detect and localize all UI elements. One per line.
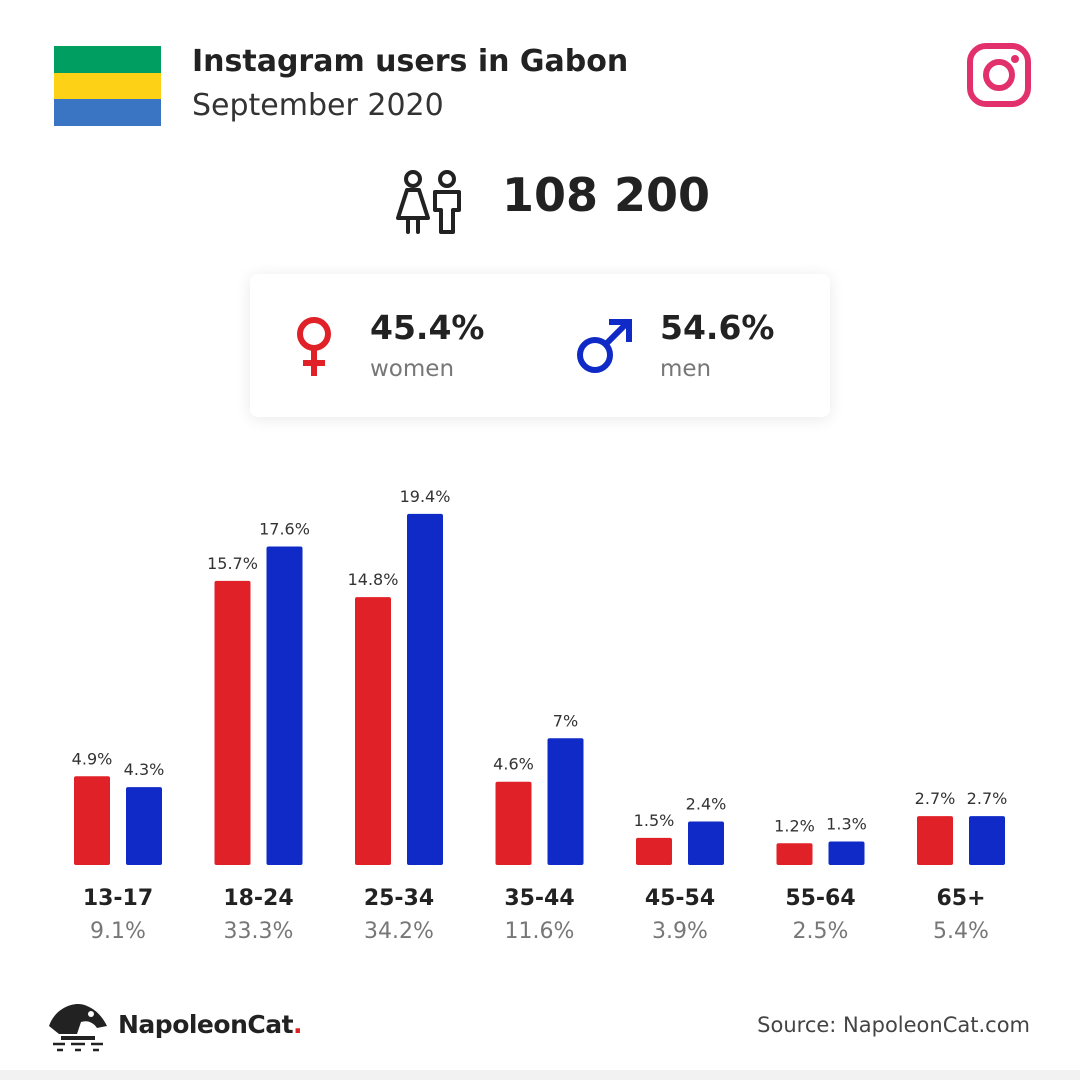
flag-stripe-green <box>54 46 161 73</box>
bar-label-women-65+: 2.7% <box>915 789 956 808</box>
women-percentage: 45.4% <box>370 308 485 347</box>
age-group-label-55-64: 55-64 <box>785 886 855 911</box>
bar-label-men-65+: 2.7% <box>967 789 1008 808</box>
age-group-label-25-34: 25-34 <box>364 886 434 911</box>
brand-name: NapoleonCat. <box>118 1010 303 1039</box>
age-gender-bar-chart: 4.9% 4.3% 13-17 9.1% 15.7%17.6% 18-24 33.3% 14.… <box>72 487 1008 944</box>
bar-women-13-17 <box>74 776 110 865</box>
bar-label-women-13-17: 4.9% <box>72 749 113 768</box>
brand-dot: . <box>293 1010 303 1039</box>
age-group-label-13-17: 13-17 <box>83 886 153 911</box>
bar-men-13-17 <box>126 787 162 865</box>
age-group-label-18-24: 18-24 <box>223 886 293 911</box>
bar-women-55-64 <box>776 843 813 865</box>
age-group-label-35-44: 35-44 <box>504 886 574 911</box>
footer-strip <box>0 1070 1080 1080</box>
page-title: Instagram users in Gabon <box>192 44 629 79</box>
flag-stripe-blue <box>54 99 161 127</box>
age-group-total-13-17: 9.1% <box>90 919 146 944</box>
male-symbol-icon <box>577 319 632 373</box>
bar-label-women-25-34: 14.8% <box>348 570 399 589</box>
age-group-total-18-24: 33.3% <box>224 919 294 944</box>
age-group-total-35-44: 11.6% <box>505 919 575 944</box>
bar-label-men-25-34: 19.4% <box>400 487 451 506</box>
bar-label-men-35-44: 7% <box>553 711 578 730</box>
age-group-total-65+: 5.4% <box>933 919 989 944</box>
age-group-label-45-54: 45-54 <box>645 886 715 911</box>
age-group-total-45-54: 3.9% <box>652 919 708 944</box>
bar-label-men-55-64: 1.3% <box>826 814 867 833</box>
bar-men-35-44 <box>547 738 584 865</box>
bar-men-65+ <box>969 816 1005 865</box>
brand-text: NapoleonCat <box>118 1010 294 1039</box>
people-icon <box>396 170 461 234</box>
bar-men-55-64 <box>828 841 865 865</box>
bar-women-65+ <box>917 816 953 865</box>
bar-men-45-54 <box>688 821 724 865</box>
bar-label-women-55-64: 1.2% <box>774 816 815 835</box>
bar-label-men-18-24: 17.6% <box>259 519 310 538</box>
page-subtitle: September 2020 <box>192 88 444 123</box>
gender-split-card: 45.4% women 54.6% men <box>250 274 830 417</box>
age-group-label-65+: 65+ <box>936 886 985 911</box>
bar-label-women-18-24: 15.7% <box>207 554 258 573</box>
bar-men-18-24 <box>266 546 303 865</box>
instagram-icon <box>967 43 1031 107</box>
bar-women-18-24 <box>214 580 251 865</box>
women-label: women <box>370 356 455 382</box>
men-percentage: 54.6% <box>660 308 775 347</box>
bar-label-women-45-54: 1.5% <box>634 811 675 830</box>
bar-women-45-54 <box>636 837 672 865</box>
bar-women-25-34 <box>355 597 391 865</box>
napoleoncat-logo-icon <box>49 1004 107 1052</box>
bar-label-women-35-44: 4.6% <box>493 755 534 774</box>
source-credit: Source: NapoleonCat.com <box>757 1013 1030 1037</box>
bar-men-25-34 <box>407 513 443 865</box>
country-flag <box>54 46 161 127</box>
bar-label-men-13-17: 4.3% <box>124 760 165 779</box>
bar-women-35-44 <box>495 781 532 865</box>
age-group-total-25-34: 34.2% <box>364 919 434 944</box>
men-label: men <box>660 356 712 382</box>
bar-label-men-45-54: 2.4% <box>686 795 727 814</box>
age-group-total-55-64: 2.5% <box>793 919 849 944</box>
flag-stripe-yellow <box>54 72 161 100</box>
total-users: 108 200 <box>502 168 711 222</box>
female-symbol-icon <box>297 317 331 376</box>
